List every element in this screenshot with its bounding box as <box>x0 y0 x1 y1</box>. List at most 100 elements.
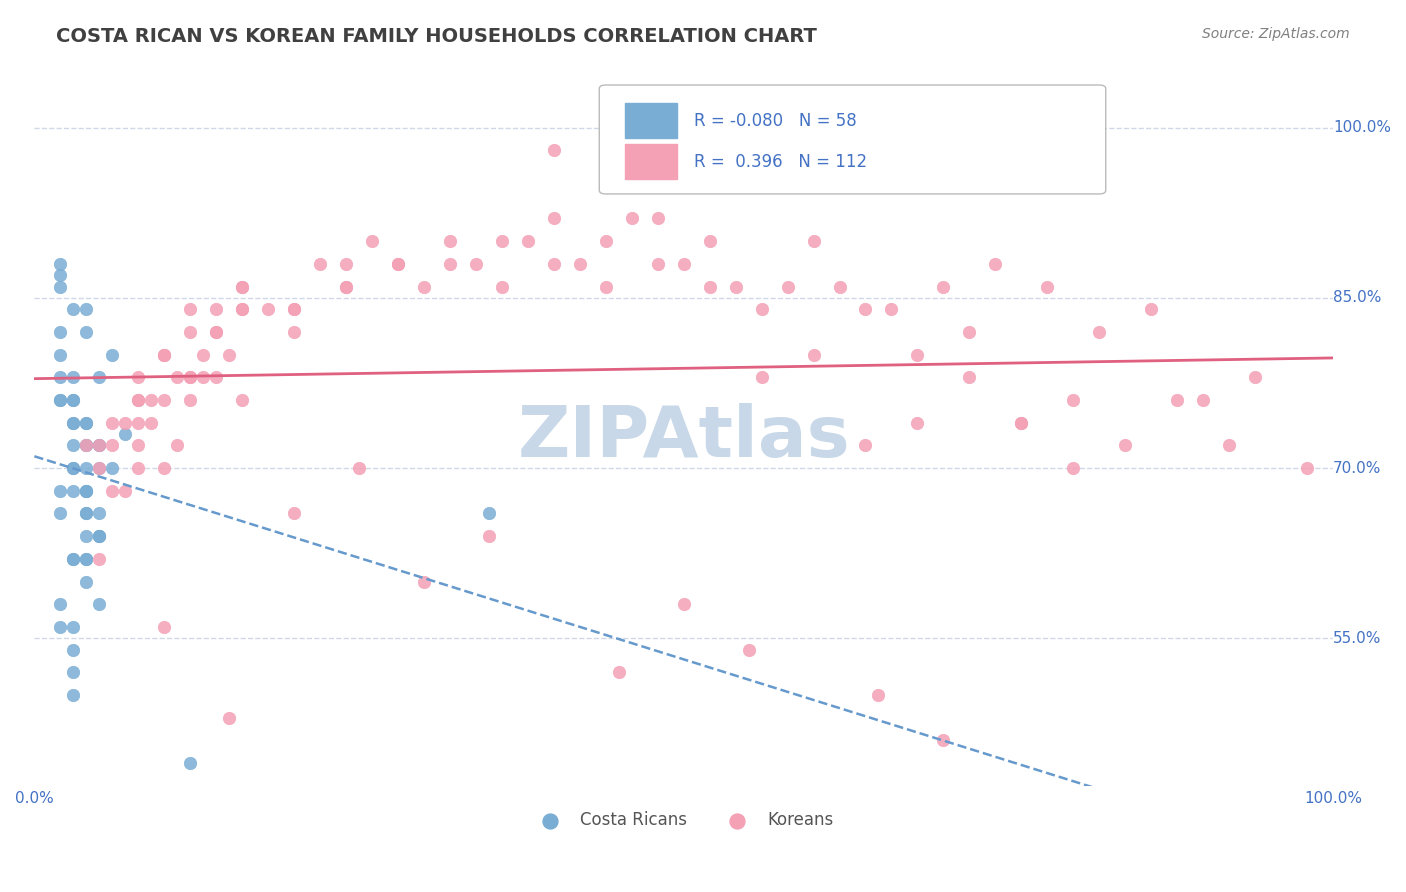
Bar <box>626 144 678 178</box>
Point <box>114 427 136 442</box>
Point <box>75 438 97 452</box>
Point <box>89 597 111 611</box>
Point <box>49 507 72 521</box>
Point <box>1218 438 1240 452</box>
Point <box>1062 461 1084 475</box>
Point <box>62 392 84 407</box>
Point <box>153 348 176 362</box>
Point <box>543 211 565 226</box>
Point <box>439 234 461 248</box>
Point <box>75 325 97 339</box>
Point <box>464 257 486 271</box>
Point <box>49 370 72 384</box>
Point <box>737 642 759 657</box>
Text: 100.0%: 100.0% <box>1333 120 1391 136</box>
Point <box>283 302 305 317</box>
Point <box>205 302 228 317</box>
Point <box>855 302 877 317</box>
Point <box>607 665 630 680</box>
Text: 70.0%: 70.0% <box>1333 460 1381 475</box>
Point <box>205 325 228 339</box>
Point <box>387 257 409 271</box>
Point <box>1010 416 1032 430</box>
Point <box>179 370 201 384</box>
Point <box>984 257 1007 271</box>
Text: COSTA RICAN VS KOREAN FAMILY HOUSEHOLDS CORRELATION CHART: COSTA RICAN VS KOREAN FAMILY HOUSEHOLDS … <box>56 27 817 45</box>
Point <box>1114 438 1136 452</box>
Point <box>62 416 84 430</box>
Point <box>828 279 851 293</box>
Point <box>153 348 176 362</box>
Point <box>478 529 501 543</box>
Point <box>335 257 357 271</box>
Text: Source: ZipAtlas.com: Source: ZipAtlas.com <box>1202 27 1350 41</box>
Point <box>75 483 97 498</box>
Point <box>1192 392 1215 407</box>
Point <box>49 257 72 271</box>
Point <box>49 325 72 339</box>
Point <box>907 348 929 362</box>
Point <box>1036 279 1059 293</box>
Point <box>179 756 201 770</box>
Point <box>932 279 955 293</box>
Point <box>179 370 201 384</box>
Point <box>89 529 111 543</box>
Point <box>49 483 72 498</box>
FancyBboxPatch shape <box>599 85 1105 194</box>
Point <box>101 416 124 430</box>
Point <box>335 279 357 293</box>
Point <box>231 279 253 293</box>
Point <box>49 392 72 407</box>
Point <box>361 234 384 248</box>
Point <box>153 620 176 634</box>
Point <box>491 279 513 293</box>
Point <box>89 461 111 475</box>
Point <box>699 279 721 293</box>
Point <box>75 416 97 430</box>
Point <box>776 279 799 293</box>
Point <box>647 257 669 271</box>
Point <box>141 416 163 430</box>
Point <box>803 234 825 248</box>
Point <box>751 302 773 317</box>
Point <box>49 620 72 634</box>
Point <box>62 302 84 317</box>
Point <box>75 552 97 566</box>
Point <box>543 257 565 271</box>
Point <box>309 257 332 271</box>
Point <box>647 211 669 226</box>
Point <box>75 483 97 498</box>
Point <box>89 438 111 452</box>
Point <box>751 370 773 384</box>
Point <box>880 302 903 317</box>
Point <box>907 416 929 430</box>
Bar <box>626 103 678 138</box>
Point <box>1296 461 1319 475</box>
Point <box>620 211 643 226</box>
Point <box>218 711 240 725</box>
Point <box>1140 302 1163 317</box>
Point <box>49 392 72 407</box>
Point <box>75 416 97 430</box>
Point <box>89 461 111 475</box>
Point <box>957 370 980 384</box>
Point <box>127 392 149 407</box>
Point <box>75 438 97 452</box>
Point <box>62 665 84 680</box>
Point <box>127 392 149 407</box>
Point <box>672 257 695 271</box>
Point <box>62 370 84 384</box>
Point <box>89 507 111 521</box>
Point <box>75 461 97 475</box>
Legend: Costa Ricans, Koreans: Costa Ricans, Koreans <box>527 805 841 836</box>
Point <box>257 302 280 317</box>
Point <box>283 302 305 317</box>
Point <box>543 144 565 158</box>
Point <box>205 325 228 339</box>
Point <box>868 688 890 702</box>
Point <box>1062 392 1084 407</box>
Point <box>283 325 305 339</box>
Point <box>89 529 111 543</box>
Point <box>62 438 84 452</box>
Point <box>75 552 97 566</box>
